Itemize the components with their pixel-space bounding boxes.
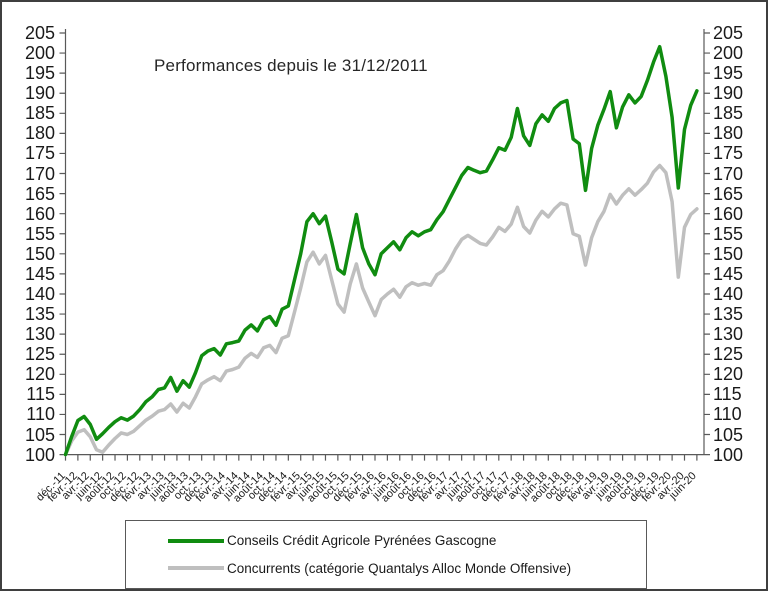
y-tick-label-left: 170 (24, 163, 55, 184)
legend-label-concurrents: Concurrents (catégorie Quantalys Alloc M… (227, 560, 572, 576)
y-tick-label-left: 195 (24, 63, 55, 84)
chart-plot-area (59, 29, 710, 461)
y-tick-label-left: 140 (24, 283, 55, 304)
y-tick-label-right: 185 (713, 103, 744, 124)
chart-title: Performances depuis le 31/12/2011 (154, 56, 428, 75)
y-tick-label-left: 100 (24, 444, 55, 465)
y-tick-label-left: 160 (24, 203, 55, 224)
y-tick-label-right: 175 (713, 143, 744, 164)
y-tick-label-right: 110 (713, 404, 742, 425)
y-tick-label-right: 130 (713, 324, 744, 345)
legend-swatch-conseils (168, 538, 224, 543)
y-tick-label-right: 160 (713, 203, 744, 224)
legend-item-conseils: Conseils Crédit Agricole Pyrénées Gascog… (168, 533, 646, 548)
legend: Conseils Crédit Agricole Pyrénées Gascog… (125, 520, 647, 589)
legend-swatch-concurrents (168, 566, 224, 571)
y-tick-label-right: 150 (713, 243, 744, 264)
y-tick-label-right: 140 (713, 283, 744, 304)
y-tick-label-left: 200 (24, 43, 55, 64)
legend-label-conseils: Conseils Crédit Agricole Pyrénées Gascog… (227, 533, 497, 549)
y-tick-label-left: 145 (24, 263, 55, 284)
y-tick-label-right: 120 (713, 364, 744, 385)
y-tick-label-left: 180 (24, 123, 55, 144)
series-line-conseils (63, 44, 699, 457)
y-tick-label-right: 205 (713, 23, 744, 43)
y-tick-label-left: 130 (24, 324, 55, 345)
y-tick-label-left: 110 (26, 404, 55, 425)
y-tick-label-right: 200 (713, 43, 744, 64)
y-tick-label-left: 135 (24, 304, 55, 325)
y-tick-label-right: 145 (713, 263, 744, 284)
y-tick-label-left: 105 (24, 424, 55, 445)
y-tick-label-right: 125 (713, 344, 744, 365)
y-tick-label-left: 205 (24, 23, 55, 43)
y-tick-label-right: 180 (713, 123, 744, 144)
y-tick-label-left: 115 (26, 384, 55, 405)
y-tick-label-left: 190 (24, 83, 55, 104)
y-tick-label-right: 170 (713, 163, 744, 184)
y-tick-label-right: 105 (713, 424, 744, 445)
y-tick-label-left: 120 (24, 364, 55, 385)
y-tick-label-left: 150 (24, 243, 55, 264)
series-line-concurrents (63, 163, 699, 457)
legend-item-concurrents: Concurrents (catégorie Quantalys Alloc M… (168, 561, 646, 576)
y-tick-label-right: 165 (713, 183, 744, 204)
y-tick-label-right: 115 (713, 384, 742, 405)
y-tick-label-left: 175 (24, 143, 55, 164)
y-tick-label-left: 185 (24, 103, 55, 124)
y-tick-label-right: 100 (713, 444, 744, 465)
y-tick-label-right: 190 (713, 83, 744, 104)
y-tick-label-left: 125 (24, 344, 55, 365)
y-tick-label-right: 155 (713, 223, 744, 244)
y-tick-label-left: 165 (24, 183, 55, 204)
y-tick-label-right: 135 (713, 304, 744, 325)
y-tick-label-left: 155 (24, 223, 55, 244)
y-tick-label-right: 195 (713, 63, 744, 84)
